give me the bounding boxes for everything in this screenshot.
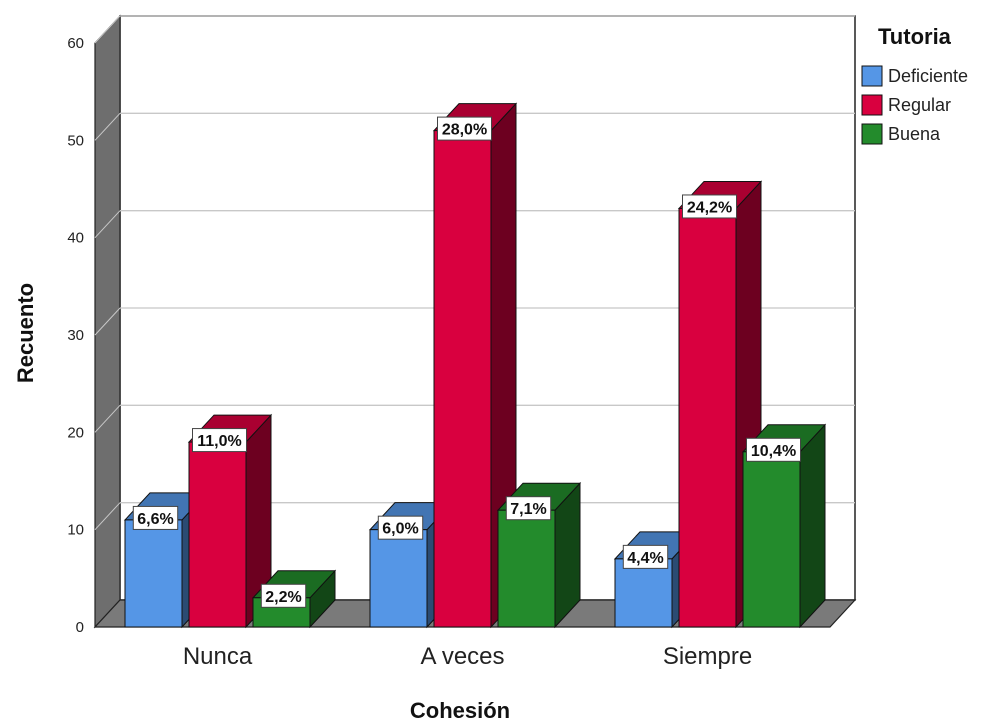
y-tick-label: 50 bbox=[67, 132, 84, 149]
y-tick-label: 30 bbox=[67, 327, 84, 344]
legend-label: Deficiente bbox=[888, 66, 968, 86]
x-category-label: Nunca bbox=[183, 643, 253, 670]
bar-side bbox=[799, 423, 826, 629]
data-label-box bbox=[192, 428, 247, 453]
y-tick-label: 20 bbox=[67, 424, 84, 441]
x-axis-title: Cohesión bbox=[410, 698, 510, 723]
data-label-text: 10,4% bbox=[751, 443, 796, 460]
gridline bbox=[94, 210, 121, 239]
y-tick-label: 10 bbox=[67, 522, 84, 539]
y-axis-title: Recuento bbox=[13, 283, 38, 383]
data-label-text: 11,0% bbox=[197, 433, 241, 450]
data-label-text: 28,0% bbox=[442, 122, 487, 139]
x-category-label: Siempre bbox=[663, 643, 752, 670]
x-category-label: A veces bbox=[420, 643, 504, 670]
data-label-text: 7,1% bbox=[510, 501, 546, 518]
data-label-text: 6,0% bbox=[382, 521, 418, 538]
gridline bbox=[94, 15, 121, 44]
data-label-box bbox=[260, 583, 307, 608]
bar-front bbox=[433, 130, 492, 628]
data-label: 24,2% bbox=[682, 194, 737, 219]
data-label-box bbox=[437, 116, 492, 141]
bar-front bbox=[742, 451, 801, 628]
bar-front bbox=[497, 509, 556, 628]
bar-front bbox=[678, 207, 737, 628]
data-label-box bbox=[622, 544, 669, 569]
x-axis-categories: Nunca A veces Siempre bbox=[183, 643, 752, 670]
data-label: 7,1% bbox=[505, 496, 552, 521]
legend-label: Buena bbox=[888, 124, 941, 144]
data-label: 11,0% bbox=[192, 428, 247, 453]
data-label: 2,2% bbox=[260, 583, 307, 608]
data-label: 4,4% bbox=[622, 544, 669, 569]
gridline bbox=[94, 404, 121, 433]
data-label-text: 2,2% bbox=[265, 589, 301, 606]
data-label-box bbox=[682, 194, 737, 219]
data-label: 6,6% bbox=[132, 505, 179, 530]
bar-front bbox=[614, 558, 673, 628]
data-label: 10,4% bbox=[746, 437, 801, 462]
y-tick-label: 60 bbox=[67, 35, 84, 52]
bar-front bbox=[124, 519, 183, 628]
data-label-text: 24,2% bbox=[687, 199, 732, 216]
data-label: 6,0% bbox=[377, 515, 424, 540]
data-labels: 6,6% 11,0% 2,2% 6,0% 28,0% 7,1% 4,4% 24,2% 10,4% bbox=[132, 116, 801, 608]
data-label-box bbox=[505, 496, 552, 521]
bar-regular-2 bbox=[677, 180, 763, 629]
data-label-text: 4,4% bbox=[627, 550, 663, 567]
bar-buena-1 bbox=[496, 481, 582, 629]
legend: Tutoria Deficiente Regular Buena bbox=[861, 24, 968, 145]
gridline bbox=[94, 307, 121, 336]
data-label: 28,0% bbox=[437, 116, 492, 141]
legend-title: Tutoria bbox=[878, 24, 952, 49]
data-label-box bbox=[377, 515, 424, 540]
y-tick-label: 0 bbox=[76, 619, 84, 636]
bar-regular-1 bbox=[432, 102, 518, 629]
gridline bbox=[94, 112, 121, 141]
data-label-text: 6,6% bbox=[137, 511, 173, 528]
legend-swatch bbox=[861, 94, 883, 116]
data-label-box bbox=[132, 505, 179, 530]
y-tick-label: 40 bbox=[67, 230, 84, 247]
legend-swatch bbox=[861, 65, 883, 87]
bar-front bbox=[369, 529, 428, 628]
bar-front bbox=[188, 441, 247, 628]
data-label-box bbox=[746, 437, 801, 462]
gridline bbox=[94, 502, 121, 531]
y-axis-ticks: 0 10 20 30 40 50 60 bbox=[67, 35, 84, 636]
legend-label: Regular bbox=[888, 95, 951, 115]
legend-swatch bbox=[861, 123, 883, 145]
